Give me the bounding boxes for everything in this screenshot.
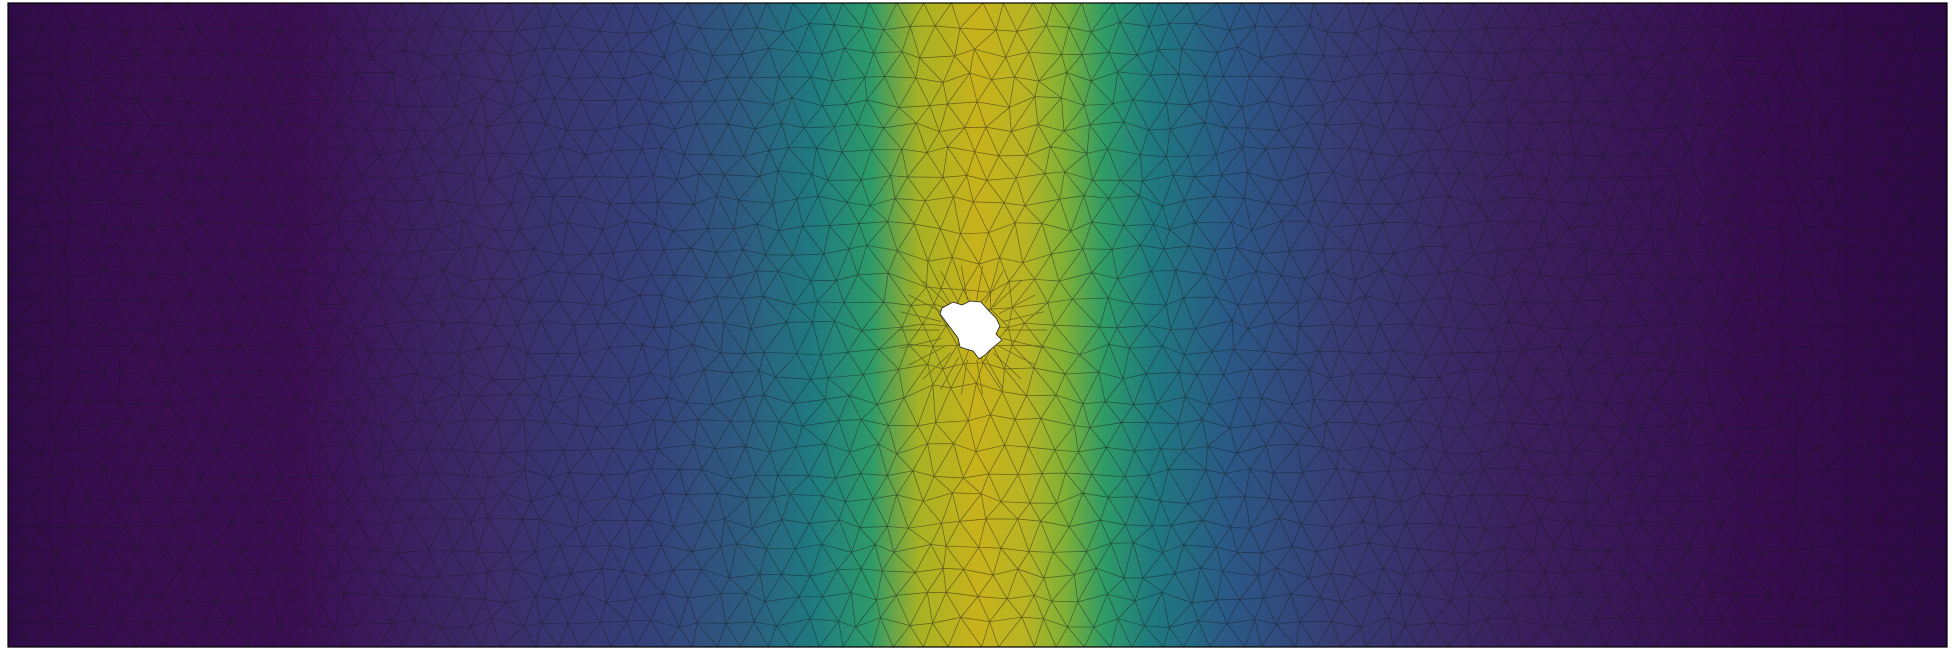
triangle-mesh [8,3,1947,647]
mesh-edges [8,3,1947,647]
plot-border [7,2,1948,648]
hole-cutout [939,300,1003,360]
